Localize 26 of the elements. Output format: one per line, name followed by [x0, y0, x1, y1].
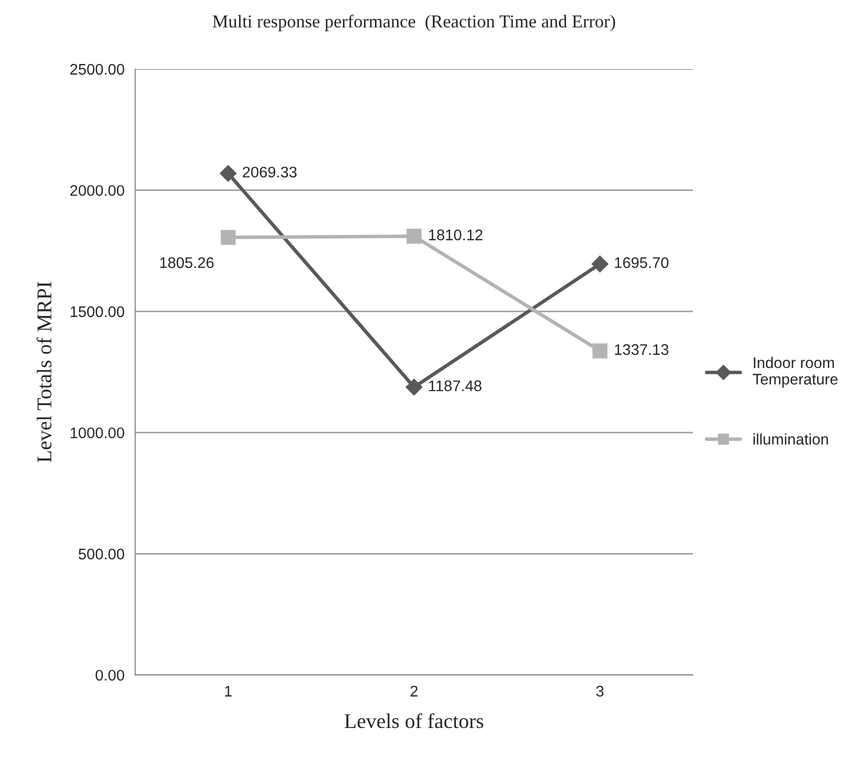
- data-label: 1187.48: [429, 380, 482, 392]
- chart-title: Multi response performance (Reaction Time and Error): [212, 14, 616, 32]
- point: [592, 343, 608, 358]
- data-label: 1805.26: [160, 257, 214, 268]
- x-tick-label: 2: [410, 686, 418, 696]
- y-tick-label: 2000.00: [70, 185, 124, 196]
- data-label: 1695.70: [615, 257, 668, 268]
- data-label: 2069.33: [242, 166, 297, 178]
- point: [406, 378, 422, 396]
- y-axis-title: Level Totals of MRPI: [36, 282, 52, 462]
- x-tick-label: 3: [596, 686, 604, 697]
- legend-label: illumination: [754, 433, 828, 445]
- point: [592, 256, 608, 272]
- y-tick-label: 1000.00: [70, 427, 124, 438]
- x-tick-label: 1: [225, 686, 232, 696]
- point: [406, 228, 422, 244]
- data-label: 1337.13: [615, 344, 668, 355]
- y-tick-label: 500.00: [78, 548, 124, 560]
- point: [220, 230, 236, 245]
- y-tick-label: 0.00: [96, 670, 124, 681]
- y-tick-label: 1500.00: [70, 306, 124, 318]
- x-axis-title: Levels of factors: [344, 713, 484, 728]
- legend-label: Indoor room Temperature: [752, 356, 838, 388]
- point: [220, 165, 237, 182]
- y-tick-label: 2500.00: [70, 64, 124, 75]
- data-label: 1810.12: [429, 230, 482, 240]
